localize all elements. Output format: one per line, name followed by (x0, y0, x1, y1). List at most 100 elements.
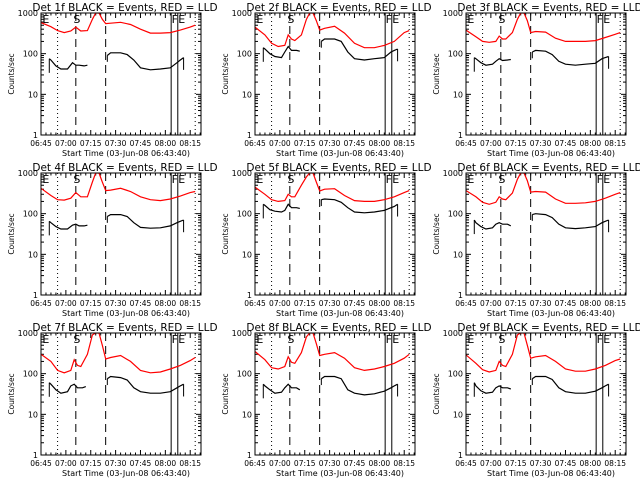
marker-label-S: S (73, 333, 80, 346)
x-tick-label: 06:45 (244, 459, 266, 468)
panel-title: Det 7f BLACK = Events, RED = LLD (32, 322, 217, 334)
x-tick-label: 07:00 (55, 459, 77, 468)
y-tick-label: 100 (23, 50, 38, 59)
y-tick-label: 10 (28, 250, 38, 259)
events-series-black (473, 382, 512, 394)
panel-2: Det 2f BLACK = Events, RED = LLD 1 10 100 10… (221, 2, 432, 158)
marker-label-E: E (467, 13, 474, 26)
series-group (41, 333, 196, 397)
y-axis-label: Counts/sec (432, 53, 441, 94)
series-group (255, 13, 410, 62)
x-tick-label: 06:45 (30, 299, 52, 308)
x-tick-label: 08:15 (179, 299, 201, 308)
series-group (255, 173, 410, 219)
x-tick-label: 07:00 (55, 139, 77, 148)
marker-label-E: E (178, 333, 185, 346)
events-series-black (48, 382, 87, 394)
marker-label-F: F (386, 173, 392, 186)
y-tick-label: 100 (448, 210, 463, 219)
x-tick-label: 07:45 (555, 459, 577, 468)
x-axis-label: Start Time (03-Jun-08 06:43:40) (62, 469, 190, 478)
y-tick-label: 100 (237, 370, 252, 379)
x-tick-label: 07:45 (130, 299, 152, 308)
series-group (466, 333, 621, 397)
plot-frame (465, 12, 627, 136)
y-tick-label: 1000 (232, 169, 252, 178)
marker-label-E: E (467, 333, 474, 346)
x-axis-label: Start Time (03-Jun-08 06:43:40) (276, 149, 404, 158)
plot-frame (465, 172, 627, 296)
x-tick-label: 08:15 (179, 139, 201, 148)
y-tick-label: 1 (247, 291, 252, 300)
x-tick-label: 08:00 (369, 299, 391, 308)
x-tick-label: 07:15 (505, 139, 527, 148)
x-tick-label: 07:15 (505, 459, 527, 468)
y-tick-label: 100 (237, 50, 252, 59)
y-tick-label: 1000 (18, 169, 38, 178)
panel-title: Det 4f BLACK = Events, RED = LLD (32, 162, 217, 174)
y-tick-label: 100 (23, 370, 38, 379)
series-group (41, 173, 196, 236)
y-tick-label: 1 (458, 131, 463, 140)
lld-series-red (466, 173, 621, 205)
x-tick-label: 07:30 (105, 459, 127, 468)
x-axis-label: Start Time (03-Jun-08 06:43:40) (62, 309, 190, 318)
y-tick-label: 1 (458, 291, 463, 300)
y-tick-label: 10 (453, 90, 463, 99)
x-tick-label: 06:45 (455, 459, 477, 468)
x-tick-label: 07:00 (269, 299, 291, 308)
panel-8: Det 8f BLACK = Events, RED = LLD 1 10 100 10… (221, 322, 432, 478)
marker-label-F: F (597, 173, 603, 186)
panel-title: Det 5f BLACK = Events, RED = LLD (246, 162, 431, 174)
y-axis-label: Counts/sec (432, 373, 441, 414)
y-axis-label: Counts/sec (221, 53, 230, 94)
marker-label-E: E (392, 173, 399, 186)
marker-label-S: S (287, 13, 294, 26)
y-tick-label: 100 (448, 370, 463, 379)
plot-frame (254, 12, 416, 136)
events-series-black (262, 383, 301, 394)
y-tick-label: 100 (23, 210, 38, 219)
y-axis-label: Counts/sec (432, 213, 441, 254)
x-tick-label: 07:15 (80, 459, 102, 468)
x-tick-label: 06:45 (30, 139, 52, 148)
y-tick-label: 100 (448, 50, 463, 59)
marker-label-S: S (498, 13, 505, 26)
x-tick-label: 08:15 (604, 459, 626, 468)
x-axis-label: Start Time (03-Jun-08 06:43:40) (276, 469, 404, 478)
marker-label-S: S (287, 173, 294, 186)
marker-label-E: E (42, 13, 49, 26)
panel-3: Det 3f BLACK = Events, RED = LLD 1 10 100 10… (432, 2, 640, 158)
x-tick-label: 07:00 (480, 139, 502, 148)
series-group (41, 13, 196, 73)
plot-frame (254, 332, 416, 456)
panel-1: Det 1f BLACK = Events, RED = LLD 1 10 100 10… (7, 2, 218, 158)
x-tick-label: 07:15 (294, 299, 316, 308)
y-axis-label: Counts/sec (221, 213, 230, 254)
marker-label-F: F (597, 13, 603, 26)
events-series-black (106, 375, 184, 394)
y-axis-label: Counts/sec (7, 53, 16, 94)
lld-series-red (255, 333, 410, 372)
events-series-black (473, 219, 512, 230)
panel-title: Det 2f BLACK = Events, RED = LLD (246, 2, 431, 14)
x-tick-label: 07:15 (505, 299, 527, 308)
x-tick-label: 07:45 (344, 459, 366, 468)
panel-9: Det 9f BLACK = Events, RED = LLD 1 10 100 10… (432, 322, 640, 478)
events-series-black (106, 52, 184, 71)
y-axis-label: Counts/sec (7, 213, 16, 254)
x-axis-label: Start Time (03-Jun-08 06:43:40) (487, 149, 615, 158)
plot-frame (40, 12, 202, 136)
x-tick-label: 08:15 (604, 299, 626, 308)
events-series-black (262, 203, 300, 213)
events-series-black (532, 213, 609, 230)
y-tick-label: 10 (453, 250, 463, 259)
marker-label-E: E (603, 333, 610, 346)
marker-label-F: F (386, 13, 392, 26)
x-tick-label: 07:30 (530, 139, 552, 148)
marker-label-S: S (287, 333, 294, 346)
lld-series-red (255, 13, 410, 49)
panel-title: Det 1f BLACK = Events, RED = LLD (32, 2, 217, 14)
plot-frame (465, 332, 627, 456)
